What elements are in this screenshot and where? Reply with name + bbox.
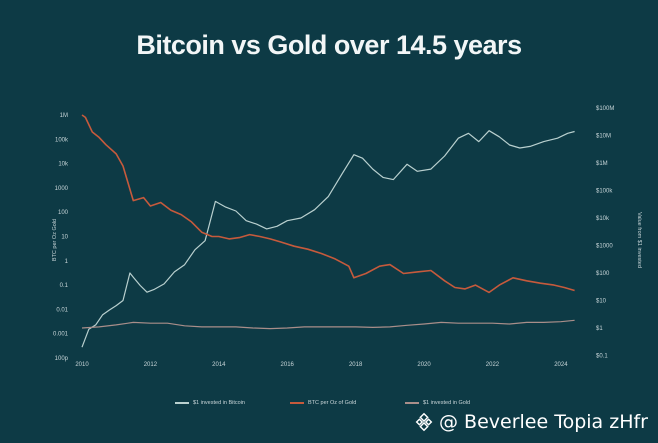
binance-logo-icon — [415, 412, 433, 432]
right-axis-label: Value from $1 invested — [636, 212, 642, 268]
left-tick-label: 10 — [61, 235, 68, 241]
x-tick-label: 2018 — [349, 362, 363, 368]
legend-swatch-gold — [405, 402, 419, 404]
right-tick-label: $1M — [596, 161, 608, 167]
series-line-2 — [81, 319, 575, 330]
x-axis-ticks: 2010 2012 2014 2016 2018 2020 2022 2024 — [75, 362, 568, 368]
right-tick-label: $1000 — [596, 244, 613, 250]
right-tick-label: $10k — [596, 216, 610, 222]
x-tick-label: 2022 — [486, 362, 500, 368]
series-line-1 — [81, 114, 575, 294]
left-tick-label: 100k — [55, 137, 69, 143]
right-axis-ticks: $100M $10M $1M $100k $10k $1000 $100 $10 $1 $0.1 — [596, 106, 614, 360]
right-tick-label: $100M — [596, 106, 614, 112]
left-tick-label: 0.1 — [60, 283, 69, 289]
legend-item-gold: $1 invested in Gold — [405, 400, 470, 406]
x-tick-label: 2010 — [75, 362, 89, 368]
left-tick-label: 1 — [65, 259, 69, 265]
legend-item-btc-per-gold: BTC per Oz of Gold — [290, 400, 356, 406]
chart-title: Bitcoin vs Gold over 14.5 years — [136, 30, 522, 60]
legend-label-gold: $1 invested in Gold — [423, 400, 471, 406]
left-axis-ticks: 1M 100k 10k 1000 100 10 1 0.1 0.01 0.001 100p — [53, 113, 69, 362]
watermark: @ Beverlee Topia zHfr — [413, 411, 648, 433]
legend-swatch-btc-per-gold — [290, 402, 304, 404]
legend-label-btc-per-gold: BTC per Oz of Gold — [308, 400, 357, 406]
left-tick-label: 1000 — [55, 186, 69, 192]
legend-item-bitcoin: $1 invested in Bitcoin — [175, 400, 245, 406]
left-tick-label: 100 — [58, 210, 69, 216]
x-tick-label: 2014 — [212, 362, 226, 368]
series-line-0 — [81, 130, 575, 348]
left-axis-label: BTC per Oz Gold — [52, 219, 58, 261]
right-tick-label: $10M — [596, 134, 611, 140]
series-lines — [81, 114, 575, 348]
right-tick-label: $1 — [596, 326, 603, 332]
left-tick-label: 100p — [55, 356, 69, 362]
watermark-text: @ Beverlee Topia zHfr — [439, 411, 648, 433]
left-tick-label: 1M — [60, 113, 68, 119]
x-tick-label: 2012 — [144, 362, 158, 368]
legend: $1 invested in Bitcoin BTC per Oz of Gol… — [175, 400, 495, 412]
x-tick-label: 2016 — [281, 362, 295, 368]
left-tick-label: 0.01 — [56, 307, 68, 313]
left-tick-label: 0.001 — [53, 332, 69, 338]
legend-label-bitcoin: $1 invested in Bitcoin — [193, 400, 245, 406]
left-tick-label: 10k — [58, 162, 69, 168]
x-tick-label: 2020 — [417, 362, 431, 368]
legend-swatch-bitcoin — [175, 402, 189, 404]
right-tick-label: $0.1 — [596, 354, 608, 360]
right-tick-label: $100 — [596, 271, 610, 277]
right-tick-label: $100k — [596, 189, 613, 195]
right-tick-label: $10 — [596, 299, 607, 305]
x-tick-label: 2024 — [554, 362, 568, 368]
